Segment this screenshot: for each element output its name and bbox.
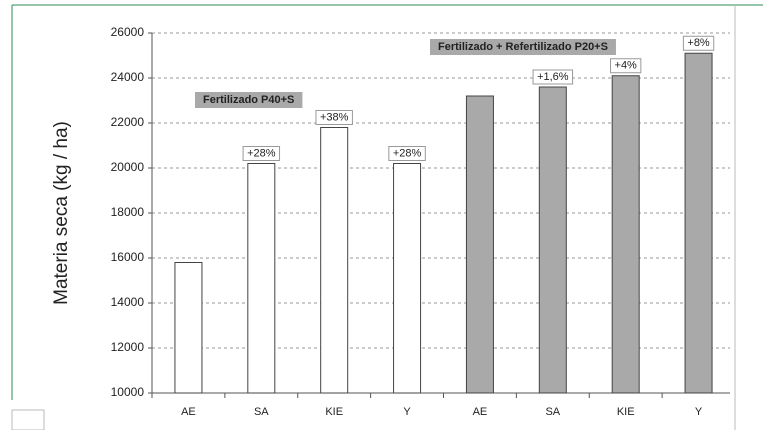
bar-annotation: +1,6% xyxy=(537,71,569,83)
x-tick-label: AE xyxy=(181,406,196,418)
x-tick-label: Y xyxy=(403,406,411,418)
bar xyxy=(174,262,203,394)
bar xyxy=(247,163,276,394)
y-tick-label: 18000 xyxy=(111,205,145,219)
bar-annotation: +28% xyxy=(393,147,422,159)
y-tick-label: 22000 xyxy=(111,115,145,129)
group-label-box xyxy=(195,92,303,108)
bar-annotation: +4% xyxy=(615,60,638,72)
bar-annotation: +8% xyxy=(687,37,710,49)
y-tick-label: 24000 xyxy=(111,70,145,84)
annotation-box xyxy=(682,35,715,51)
y-axis-label: Materia seca (kg / ha) xyxy=(51,121,72,305)
y-tick-label: 10000 xyxy=(111,385,145,399)
group-label: Fertilizado + Refertilizado P20+S xyxy=(438,41,608,53)
y-tick-label: 16000 xyxy=(111,250,145,264)
group-label: Fertilizado P40+S xyxy=(203,94,294,106)
bar xyxy=(684,52,713,394)
annotation-box xyxy=(388,146,426,161)
annotation-box xyxy=(610,58,642,74)
y-tick-label: 20000 xyxy=(111,160,145,174)
annotation-box xyxy=(532,69,574,85)
bar xyxy=(320,127,349,394)
x-tick-label: SA xyxy=(545,406,560,418)
group-label-box xyxy=(430,39,616,55)
y-tick-label: 26000 xyxy=(111,25,145,39)
y-tick-label: 14000 xyxy=(111,295,145,309)
bar xyxy=(393,163,422,394)
annotation-box xyxy=(315,110,353,125)
bar xyxy=(465,95,494,394)
y-tick-label: 12000 xyxy=(111,340,145,354)
x-tick-label: KIE xyxy=(325,406,343,418)
bar xyxy=(611,75,640,394)
bar xyxy=(538,86,567,394)
annotation-box xyxy=(242,146,281,161)
bar-annotation: +28% xyxy=(247,147,276,159)
bar-annotation: +38% xyxy=(320,111,349,123)
x-tick-label: AE xyxy=(473,406,488,418)
x-tick-label: SA xyxy=(254,406,269,418)
corner-box xyxy=(11,409,45,430)
x-tick-label: KIE xyxy=(617,406,635,418)
x-tick-label: Y xyxy=(695,406,703,418)
